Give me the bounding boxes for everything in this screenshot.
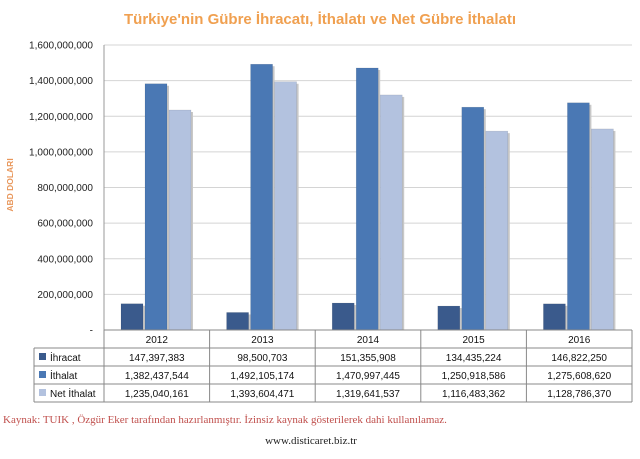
bar-3-0 [437,305,461,331]
table-cell: 1,382,437,544 [125,371,189,382]
y-tick-label: 600,000,000 [37,219,93,230]
y-tick-label: 800,000,000 [37,183,93,194]
table-cell: 1,319,641,537 [336,389,400,400]
table-cell: 147,397,383 [129,353,185,364]
bar-2-1 [355,67,379,331]
table-cell: 1,492,105,174 [230,371,294,382]
y-axis-label: ABD DOLARI [5,158,15,211]
bar-1-1 [250,63,273,331]
bar-4-2 [591,128,614,331]
table-cell: 1,470,997,445 [336,371,400,382]
table-cell: 151,355,908 [340,353,396,364]
legend-label: İthalat [50,369,77,382]
legend-swatch [39,389,46,396]
table-cell: 134,435,224 [446,353,502,364]
table-cell: 98,500,703 [237,353,287,364]
y-tick-label: 1,200,000,000 [29,112,93,123]
x-tick-label: 2016 [568,335,591,346]
legend-label: İhracat [50,351,81,364]
y-tick-label: 1,600,000,000 [29,41,93,52]
x-tick-label: 2015 [462,335,485,346]
table-cell: 1,128,786,370 [547,389,611,400]
source-note: Kaynak: TUIK , Özgür Eker tarafından haz… [3,414,447,426]
y-tick-label: - [90,326,93,337]
bars [120,63,616,331]
table-cell: 1,235,040,161 [125,389,189,400]
table-cell: 1,116,483,362 [442,389,506,400]
y-tick-label: 400,000,000 [37,254,93,265]
bar-0-2 [168,109,192,331]
bar-2-0 [331,302,355,331]
table-cell: 1,393,604,471 [230,389,294,400]
x-tick-label: 2012 [146,335,169,346]
y-tick-labels: - 200,000,000 400,000,000 600,000,000 800,00… [29,41,93,337]
bar-4-1 [567,102,590,331]
legend-label: Net İthalat [50,387,96,400]
website-text: www.disticaret.biz.tr [265,435,357,447]
y-tick-label: 1,400,000,000 [29,76,93,87]
data-table: 2012 2013 2014 2015 2016 İhracat 147,397,383 98… [33,329,633,403]
bar-0-1 [144,83,168,331]
table-cell: 146,822,250 [551,353,607,364]
table-cell: 1,250,918,586 [442,371,506,382]
x-tick-label: 2014 [357,335,380,346]
bar-1-2 [274,81,297,331]
bar-3-1 [461,106,485,331]
table-cell: 1,275,608,620 [547,371,611,382]
legend-swatch [39,353,46,360]
bar-0-0 [120,303,144,331]
bar-1-0 [226,312,249,331]
legend-swatch [39,371,46,378]
bar-3-2 [485,130,509,331]
chart-title: Türkiye'nin Gübre İhracatı, İthalatı ve … [124,11,516,28]
y-tick-label: 200,000,000 [37,290,93,301]
x-tick-label: 2013 [251,335,274,346]
bar-2-2 [379,94,403,331]
y-tick-label: 1,000,000,000 [29,147,93,158]
bar-4-0 [543,303,566,331]
